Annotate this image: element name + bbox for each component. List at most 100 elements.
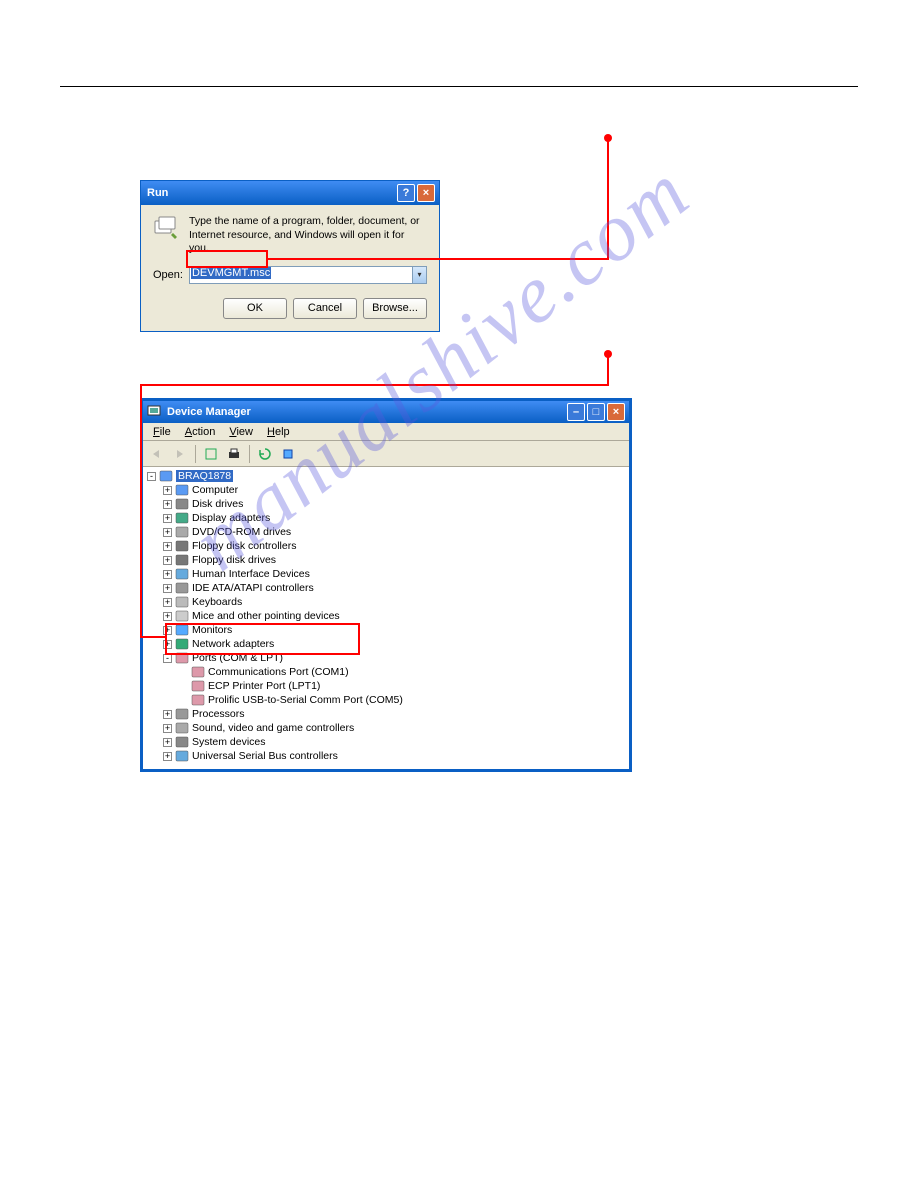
toolbar-divider [249,445,250,463]
tree-label[interactable]: Display adapters [192,512,270,524]
tree-row[interactable]: + Display adapters [147,511,625,525]
tree-label[interactable]: ECP Printer Port (LPT1) [208,680,320,692]
toolbar [143,441,629,467]
tree-label[interactable]: Keyboards [192,596,242,608]
cancel-button[interactable]: Cancel [293,298,357,319]
tree-row[interactable]: + Computer [147,483,625,497]
tree-row[interactable]: ECP Printer Port (LPT1) [147,679,625,693]
tree-expander[interactable]: + [163,640,172,649]
tree-expander[interactable]: + [163,738,172,747]
tree-label[interactable]: Monitors [192,624,232,636]
tree-row[interactable]: + IDE ATA/ATAPI controllers [147,581,625,595]
tree-expander[interactable]: + [163,598,172,607]
tree-expander[interactable]: + [163,528,172,537]
tree-row[interactable]: + Processors [147,707,625,721]
tree-expander[interactable]: + [163,710,172,719]
tree-row[interactable]: + Network adapters [147,637,625,651]
device-manager-window: Device Manager – □ × File Action View He… [140,398,632,772]
run-dialog: Run ? × Type the name of a program, fold… [140,180,440,332]
help-button[interactable]: ? [397,184,415,202]
browse-button[interactable]: Browse... [363,298,427,319]
tree-expander[interactable]: + [163,542,172,551]
tree-row[interactable]: + Keyboards [147,595,625,609]
close-button[interactable]: × [417,184,435,202]
open-input-wrap: DEVMGMT.msc ▾ [189,266,427,284]
annotation-line [140,384,609,386]
tree-row[interactable]: + Human Interface Devices [147,567,625,581]
tree-label[interactable]: BRAQ1878 [176,470,233,482]
tree-expander[interactable]: + [163,570,172,579]
tree-label[interactable]: DVD/CD-ROM drives [192,526,291,538]
tree-row[interactable]: Communications Port (COM1) [147,665,625,679]
tree-expander [179,668,188,677]
tree-row[interactable]: + Floppy disk controllers [147,539,625,553]
tree-label[interactable]: Communications Port (COM1) [208,666,349,678]
menu-help[interactable]: Help [261,425,296,439]
tree-label[interactable]: Prolific USB-to-Serial Comm Port (COM5) [208,694,403,706]
cpu-icon [175,708,189,720]
disk-icon [175,498,189,510]
tree-label[interactable]: Disk drives [192,498,243,510]
devmgr-titlebar[interactable]: Device Manager – □ × [143,401,629,423]
tree-label[interactable]: Human Interface Devices [192,568,310,580]
tree-expander[interactable]: + [163,556,172,565]
tree-row[interactable]: - Ports (COM & LPT) [147,651,625,665]
menu-file[interactable]: File [147,425,177,439]
tree-row[interactable]: + Floppy disk drives [147,553,625,567]
minimize-button[interactable]: – [567,403,585,421]
tree-label[interactable]: Computer [192,484,238,496]
tree-row[interactable]: - BRAQ1878 [147,469,625,483]
floppy-icon [175,540,189,552]
tree-row[interactable]: + Disk drives [147,497,625,511]
refresh-button[interactable] [255,444,275,464]
properties-button[interactable] [201,444,221,464]
run-title: Run [145,187,395,199]
ok-button[interactable]: OK [223,298,287,319]
tree-label[interactable]: Processors [192,708,245,720]
tree-expander[interactable]: + [163,626,172,635]
forward-button [170,444,190,464]
menu-action[interactable]: Action [179,425,222,439]
maximize-button[interactable]: □ [587,403,605,421]
tree-label[interactable]: IDE ATA/ATAPI controllers [192,582,314,594]
tree-expander[interactable]: + [163,584,172,593]
tree-label[interactable]: Network adapters [192,638,274,650]
floppy-icon [175,554,189,566]
tree-row[interactable]: Prolific USB-to-Serial Comm Port (COM5) [147,693,625,707]
tree-row[interactable]: + DVD/CD-ROM drives [147,525,625,539]
tree-expander[interactable]: + [163,752,172,761]
port-icon [191,694,205,706]
tree-label[interactable]: System devices [192,736,266,748]
device-tree[interactable]: - BRAQ1878 + Computer + Disk drives + Display a… [143,467,629,769]
tree-expander[interactable]: - [147,472,156,481]
tree-row[interactable]: + Sound, video and game controllers [147,721,625,735]
tree-label[interactable]: Universal Serial Bus controllers [192,750,338,762]
devmgr-icon [147,404,161,421]
tree-row[interactable]: + Mice and other pointing devices [147,609,625,623]
close-button[interactable]: × [607,403,625,421]
tree-label[interactable]: Mice and other pointing devices [192,610,340,622]
tree-expander[interactable]: + [163,514,172,523]
tree-label[interactable]: Floppy disk drives [192,554,276,566]
tree-expander[interactable]: + [163,500,172,509]
tree-label[interactable]: Ports (COM & LPT) [192,652,283,664]
tree-expander[interactable]: + [163,724,172,733]
cdrom-icon [175,526,189,538]
monitor-icon [175,624,189,636]
menu-view[interactable]: View [223,425,259,439]
annotation-line [607,354,609,386]
tree-label[interactable]: Floppy disk controllers [192,540,296,552]
print-button[interactable] [224,444,244,464]
tree-label[interactable]: Sound, video and game controllers [192,722,354,734]
tree-row[interactable]: + Universal Serial Bus controllers [147,749,625,763]
sound-icon [175,722,189,734]
scan-button[interactable] [278,444,298,464]
open-dropdown-button[interactable]: ▾ [412,267,426,283]
tree-expander[interactable]: - [163,654,172,663]
tree-expander[interactable]: + [163,486,172,495]
run-titlebar[interactable]: Run ? × [141,181,439,205]
annotation-line [140,636,166,638]
tree-row[interactable]: + System devices [147,735,625,749]
tree-expander[interactable]: + [163,612,172,621]
tree-row[interactable]: + Monitors [147,623,625,637]
